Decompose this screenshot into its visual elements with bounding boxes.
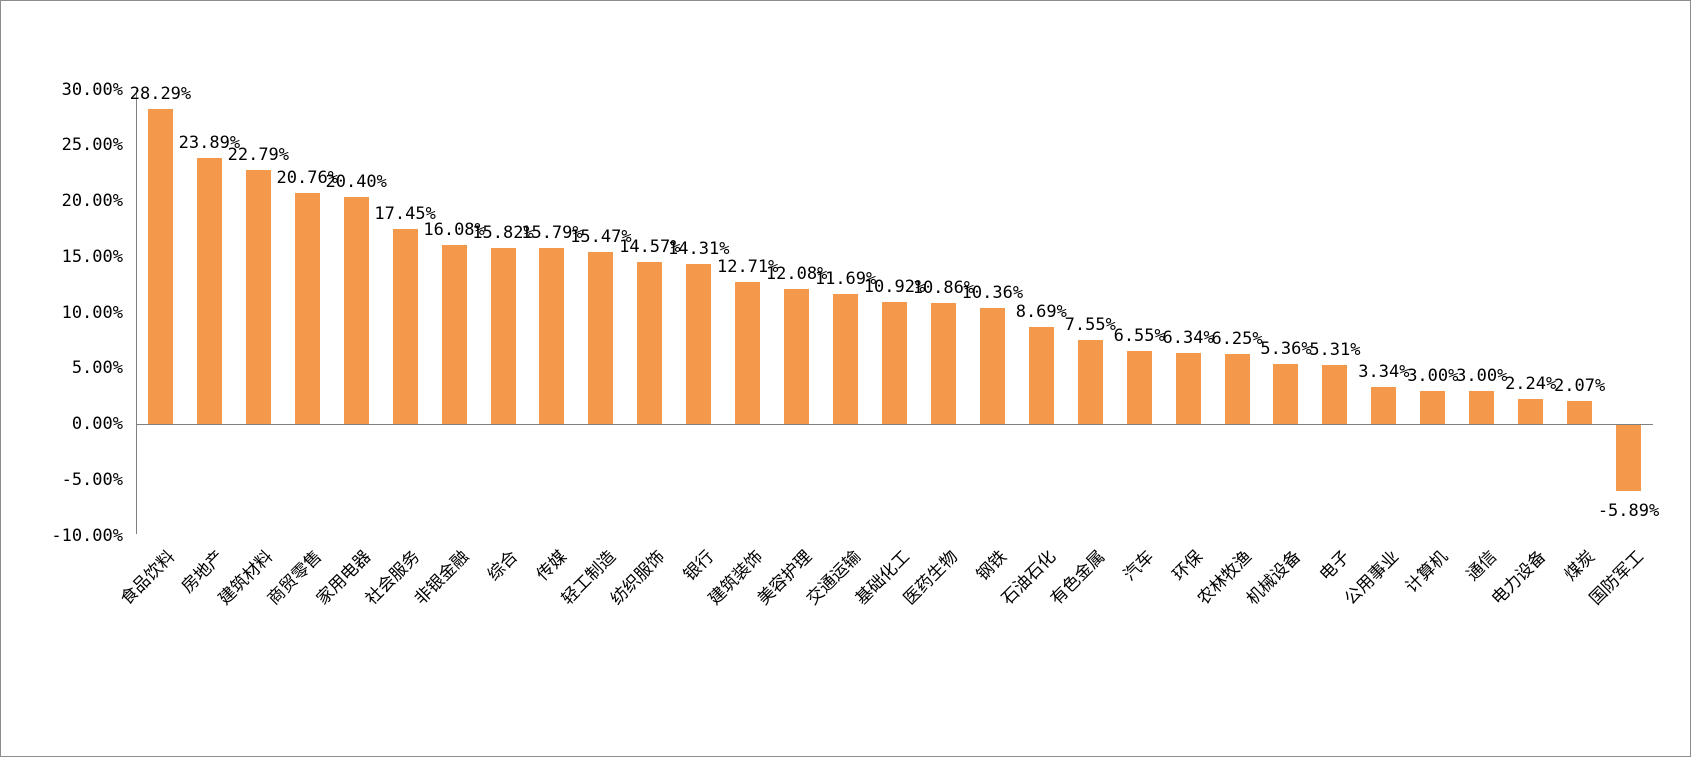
y-axis-tick-label: 5.00% bbox=[71, 358, 123, 379]
bar bbox=[1077, 339, 1103, 424]
bar bbox=[1224, 354, 1250, 424]
bar-value-label: 14.31% bbox=[668, 239, 730, 260]
bar-value-label: 20.76% bbox=[276, 167, 338, 188]
bar bbox=[1567, 400, 1593, 424]
bar bbox=[882, 302, 907, 424]
y-axis-tick-label: -5.00% bbox=[61, 469, 123, 490]
bar bbox=[490, 247, 516, 424]
bar-value-label: 14.57% bbox=[619, 236, 681, 257]
category-label: 环保 bbox=[1169, 546, 1208, 586]
bar bbox=[441, 244, 467, 424]
bar-value-label: -5.89% bbox=[1597, 500, 1660, 521]
y-axis-tick-label: 15.00% bbox=[61, 246, 123, 267]
category-label: 电子 bbox=[1315, 546, 1354, 586]
bar bbox=[735, 282, 761, 424]
bar-value-label: 12.08% bbox=[765, 264, 828, 285]
bar bbox=[1175, 353, 1201, 424]
bar bbox=[784, 289, 810, 424]
bar bbox=[979, 308, 1005, 424]
bar-value-label: 10.36% bbox=[961, 283, 1024, 304]
bar bbox=[1028, 327, 1054, 424]
y-axis-tick-label: 0.00% bbox=[71, 414, 123, 434]
bar-value-label: 6.25% bbox=[1211, 329, 1263, 350]
bar-value-label: 15.47% bbox=[570, 226, 632, 247]
bar bbox=[196, 157, 222, 424]
bar-value-label: 3.34% bbox=[1358, 361, 1410, 382]
category-label: 汽车 bbox=[1120, 546, 1159, 586]
bar bbox=[147, 108, 173, 424]
y-axis-tick-label: 10.00% bbox=[61, 302, 123, 323]
category-label: 钢铁 bbox=[973, 546, 1012, 586]
bar bbox=[930, 302, 956, 424]
bar bbox=[1126, 350, 1152, 424]
bar bbox=[1518, 399, 1544, 424]
bar bbox=[686, 264, 712, 424]
bar-value-label: 10.92% bbox=[863, 277, 926, 298]
bar-value-label: 23.89% bbox=[178, 132, 241, 153]
bar-value-label: 16.08% bbox=[423, 219, 485, 240]
bar bbox=[1420, 390, 1446, 424]
x-axis-zero-line bbox=[136, 424, 1653, 425]
y-axis-tick-label: 25.00% bbox=[61, 135, 123, 156]
bar-value-label: 3.00% bbox=[1456, 365, 1508, 386]
bar bbox=[1469, 390, 1495, 424]
bar bbox=[1273, 364, 1299, 424]
category-label: 非银金融 bbox=[410, 546, 474, 610]
bar-value-label: 28.29% bbox=[129, 83, 192, 104]
category-label: 计算机 bbox=[1401, 546, 1452, 598]
category-label: 煤炭 bbox=[1560, 546, 1599, 586]
bar-value-label: 6.55% bbox=[1113, 325, 1165, 346]
bar bbox=[588, 251, 614, 424]
bar-value-label: 20.40% bbox=[325, 171, 387, 192]
bar-value-label: 8.69% bbox=[1015, 302, 1067, 323]
bar bbox=[1616, 425, 1642, 491]
bar bbox=[1322, 364, 1348, 424]
bar-value-label: 10.86% bbox=[912, 277, 975, 298]
category-label: 通信 bbox=[1462, 546, 1501, 586]
bar-value-label: 2.24% bbox=[1505, 374, 1557, 395]
bar-value-label: 22.79% bbox=[227, 144, 290, 165]
category-label: 食品饮料 bbox=[117, 546, 180, 610]
bar bbox=[637, 261, 663, 424]
bar-value-label: 5.36% bbox=[1260, 339, 1312, 360]
y-axis-tick-label: 30.00% bbox=[61, 79, 123, 100]
bar-value-label: 3.00% bbox=[1407, 365, 1459, 386]
bar bbox=[1371, 386, 1397, 424]
bar-value-label: 17.45% bbox=[374, 204, 436, 225]
y-axis-line bbox=[136, 90, 137, 534]
category-label: 银行 bbox=[679, 546, 718, 586]
bar bbox=[343, 196, 369, 424]
bar-value-label: 15.82% bbox=[472, 222, 534, 243]
bar-value-label: 2.07% bbox=[1554, 375, 1606, 396]
bar bbox=[539, 247, 565, 424]
bar bbox=[833, 293, 859, 424]
y-axis-tick-label: -10.00% bbox=[51, 525, 123, 546]
bar-value-label: 7.55% bbox=[1064, 314, 1116, 335]
category-label: 传媒 bbox=[532, 546, 572, 586]
bar-value-label: 5.31% bbox=[1309, 339, 1361, 360]
bar bbox=[392, 229, 418, 424]
category-label: 综合 bbox=[483, 546, 523, 586]
bar-value-label: 11.69% bbox=[814, 268, 877, 289]
category-label: 有色金属 bbox=[1047, 546, 1110, 610]
bar bbox=[294, 192, 320, 424]
bar bbox=[245, 169, 271, 424]
bar-value-label: 12.71% bbox=[716, 257, 779, 278]
bar-value-label: 15.79% bbox=[521, 222, 583, 243]
bar-value-label: 6.34% bbox=[1162, 328, 1214, 349]
y-axis-tick-label: 20.00% bbox=[61, 191, 123, 211]
